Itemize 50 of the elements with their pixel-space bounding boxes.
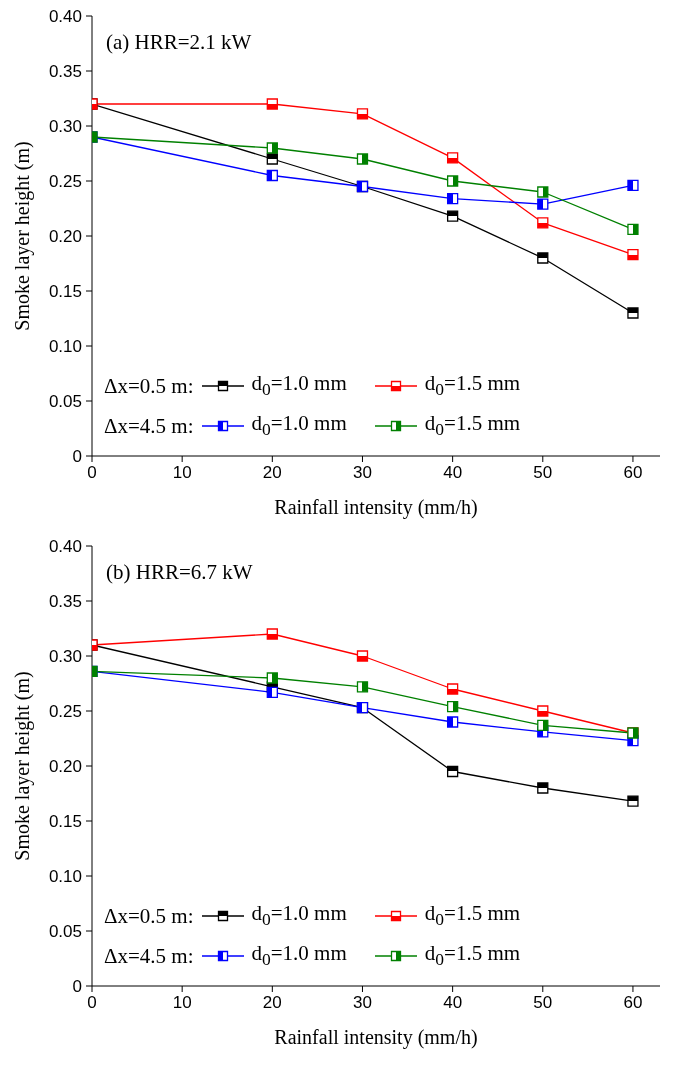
- y-tick-label: 0.20: [48, 757, 82, 776]
- legend-label: d$_{0}$=1.0 mm: [251, 900, 347, 932]
- annotation: Δx=0.5 m:: [104, 903, 194, 931]
- x-tick-label: 10: [172, 463, 192, 482]
- y-tick-label: 0.30: [48, 117, 82, 136]
- y-tick-label: 0.10: [48, 337, 82, 356]
- x-tick-label: 50: [533, 463, 553, 482]
- annotation: Δx=0.5 m:: [104, 373, 194, 401]
- y-tick-label: 0.15: [48, 812, 82, 831]
- y-tick-label: 0.40: [48, 537, 82, 556]
- y-tick-label: 0.35: [48, 592, 82, 611]
- x-tick-label: 20: [262, 993, 282, 1012]
- text: (b) HRR=6.7 kW: [106, 560, 253, 585]
- x-tick-label: 20: [262, 463, 282, 482]
- x-tick-label: 40: [443, 993, 463, 1012]
- y-tick-label: 0.15: [48, 282, 82, 301]
- y-tick-label: 0.20: [48, 227, 82, 246]
- x-tick-label: 10: [172, 993, 192, 1012]
- x-tick-label: 50: [533, 993, 553, 1012]
- legend-label: d$_{0}$=1.0 mm: [251, 410, 347, 442]
- legend-label: d$_{0}$=1.5 mm: [424, 410, 521, 442]
- x-tick-label: 40: [443, 463, 463, 482]
- y-tick-label: 0: [72, 447, 82, 466]
- x-tick-label: 0: [87, 463, 97, 482]
- y-tick-label: 0.25: [48, 172, 82, 191]
- annotation: Δx=4.5 m:: [104, 943, 194, 971]
- legend-label: d$_{0}$=1.5 mm: [424, 940, 521, 972]
- y-tick-label: 0.40: [48, 7, 82, 26]
- x-tick-label: 60: [623, 993, 643, 1012]
- annotation: Δx=4.5 m:: [104, 413, 194, 441]
- x-axis-title: Rainfall intensity (mm/h): [274, 1026, 478, 1049]
- y-tick-label: 0.25: [48, 702, 82, 721]
- y-tick-label: 0.05: [48, 922, 82, 941]
- legend-label: d$_{0}$=1.0 mm: [251, 370, 347, 402]
- y-tick-label: 0.10: [48, 867, 82, 886]
- x-tick-label: 60: [623, 463, 643, 482]
- y-tick-label: 0.30: [48, 647, 82, 666]
- y-tick-label: 0: [72, 977, 82, 996]
- x-tick-label: 30: [353, 993, 372, 1012]
- x-tick-label: 30: [353, 463, 372, 482]
- text: (a) HRR=2.1 kW: [106, 30, 252, 55]
- legend-label: d$_{0}$=1.5 mm: [424, 370, 521, 402]
- x-tick-label: 0: [87, 993, 97, 1012]
- legend-label: d$_{0}$=1.0 mm: [251, 940, 347, 972]
- y-tick-label: 0.05: [48, 392, 82, 411]
- legend-label: d$_{0}$=1.5 mm: [424, 900, 521, 932]
- x-axis-title: Rainfall intensity (mm/h): [274, 496, 478, 519]
- y-axis-title: Smoke layer height (m): [11, 141, 35, 331]
- y-axis-title: Smoke layer height (m): [11, 671, 35, 861]
- y-tick-label: 0.35: [48, 62, 82, 81]
